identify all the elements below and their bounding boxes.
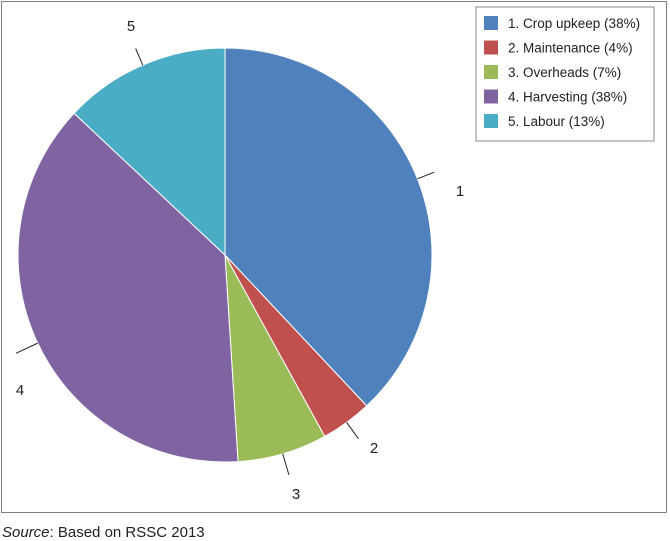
legend-label-2: 2. Maintenance (4%) — [508, 41, 633, 56]
leader-line-2 — [346, 422, 359, 439]
legend-swatch-1 — [484, 16, 498, 30]
pie-chart: 1 2 3 4 5 1. Crop upkeep (38%) 2. Maintenance… — [15, 6, 655, 503]
legend-label-5: 5. Labour (13%) — [508, 114, 605, 129]
legend-swatch-2 — [484, 40, 498, 55]
legend-box — [475, 6, 655, 142]
legend-label-1: 1. Crop upkeep (38%) — [508, 16, 640, 31]
callout-label-5: 5 — [127, 18, 135, 35]
source-text: : Based on RSSC 2013 — [49, 524, 205, 541]
leader-line-1 — [417, 171, 435, 180]
callout-label-2: 2 — [370, 440, 378, 457]
callout-label-3: 3 — [292, 486, 300, 503]
pie-slices — [17, 47, 433, 463]
chart-frame — [1, 1, 667, 513]
leader-line-3 — [282, 453, 290, 476]
pie-slice-5 — [73, 47, 226, 257]
leader-line-5 — [135, 48, 144, 66]
source-note: Source: Based on RSSC 2013 — [2, 524, 205, 541]
callout-label-4: 4 — [16, 382, 24, 399]
legend-label-4: 4. Harvesting (38%) — [508, 90, 627, 105]
legend-label-3: 3. Overheads (7%) — [508, 65, 621, 80]
leader-line-4 — [15, 342, 38, 354]
source-label: Source — [2, 524, 50, 541]
callout-label-1: 1 — [456, 183, 464, 200]
legend: 1. Crop upkeep (38%) 2. Maintenance (4%) 3… — [475, 6, 655, 142]
legend-swatch-5 — [484, 114, 498, 128]
legend-swatch-3 — [484, 65, 498, 79]
legend-swatch-4 — [484, 89, 498, 104]
pie-callouts: 1 2 3 4 5 — [15, 18, 464, 503]
